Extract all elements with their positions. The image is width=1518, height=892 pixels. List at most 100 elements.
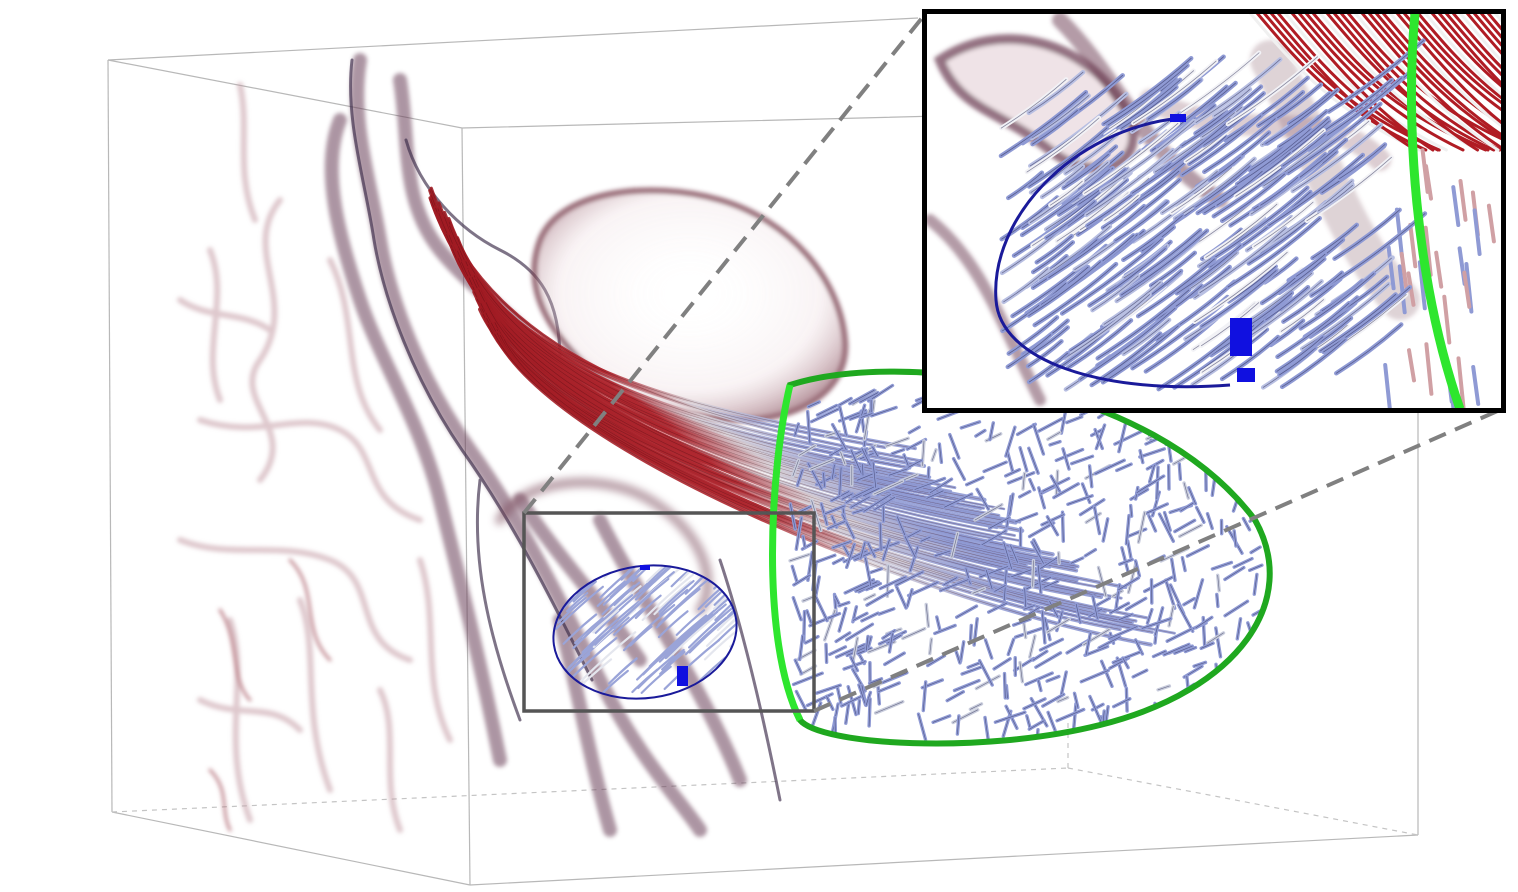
blue-streamlet-outline — [814, 593, 828, 621]
blue-streamlet-outline — [1139, 448, 1165, 458]
blue-streamlet-outline — [1049, 441, 1061, 446]
blue-streamlet-outline — [1156, 466, 1159, 500]
blue-streamlet-outline — [965, 568, 971, 585]
blue-streamlet-outline — [1042, 694, 1064, 707]
seed-marker — [640, 565, 650, 570]
inset-blue-streamlet-outline — [1306, 156, 1392, 222]
blue-streamlet-outline — [1200, 642, 1214, 649]
blue-streamlet-outline — [931, 449, 937, 461]
blue-streamlet-outline — [1085, 632, 1091, 656]
blue-streamlet-outline — [1089, 696, 1103, 725]
inset-blue-streamlet-outline — [1132, 60, 1217, 124]
blue-streamlet-outline — [868, 698, 871, 727]
blue-streamlet-outline — [972, 588, 985, 594]
inset-streamlet — [1386, 245, 1396, 291]
inset-blue-streamlet-outline — [1008, 317, 1058, 354]
blue-streamlet — [1245, 425, 1262, 455]
inset-blue-streamlet-outline — [1276, 336, 1324, 372]
blue-streamlet — [1243, 687, 1261, 697]
blue-streamlet — [1196, 432, 1209, 441]
inset-blue-streamlet-outline — [1121, 230, 1208, 296]
blue-streamlet-outline — [865, 636, 869, 651]
blue-streamlet-outline — [1003, 542, 1013, 570]
blue-streamlet-outline — [988, 602, 1008, 613]
blue-streamlet-outline — [1022, 472, 1025, 490]
blue-streamlet-outline — [1056, 709, 1084, 722]
blue-streamlet-outline — [866, 583, 881, 590]
inset-blue-streamlet-outline — [1064, 294, 1150, 359]
blue-streamlet-outline — [1147, 609, 1153, 624]
inset-blue-streamlet-outline — [1188, 136, 1227, 165]
blue-streamlet-outline — [1093, 597, 1110, 608]
inset-blue-streamlet-outline — [1102, 325, 1179, 383]
blue-streamlet-outline — [914, 478, 945, 490]
blue-streamlet-outline — [993, 658, 1011, 670]
small-streamlet — [574, 617, 604, 645]
blue-streamlet-outline — [1028, 607, 1040, 615]
blue-streamline-bundle — [788, 383, 1270, 744]
small-streamlet — [613, 581, 641, 607]
blue-streamlet-outline — [1153, 650, 1166, 657]
blue-streamlet-outline — [888, 468, 908, 476]
small-streamlet — [572, 580, 597, 603]
blue-streamlet-outline — [846, 646, 869, 656]
blue-streamlet-outline — [1096, 424, 1105, 449]
blue-streamlet-outline — [817, 405, 837, 416]
blue-streamlet-outline — [1182, 415, 1191, 442]
blue-streamlet-outline — [806, 610, 812, 624]
blue-streamlet-outline — [860, 542, 866, 559]
blue-streamlet-outline — [1212, 562, 1232, 570]
blue-streamlet-outline — [1024, 588, 1027, 610]
inset-blue-streamlet-outline — [1116, 79, 1181, 128]
blue-streamlet-outline — [1180, 502, 1194, 512]
blue-streamlet-outline — [1174, 725, 1181, 744]
inset-blue-streamlet-outline — [1195, 166, 1251, 208]
blue-streamlet-outline — [944, 493, 972, 508]
inset-red-streamline — [1444, 13, 1502, 78]
inset-blue-streamlet-outline — [1320, 294, 1397, 352]
blue-streamlet-outline — [1008, 472, 1034, 484]
blue-streamlet-outline — [1118, 577, 1139, 591]
blue-streamlet — [1220, 708, 1235, 718]
inset-blue-streamlet-outline — [1199, 228, 1286, 294]
small-streamlet — [658, 588, 689, 616]
blue-streamlet-outline — [1049, 601, 1058, 618]
blue-streamlet-outline — [793, 575, 810, 586]
inset-blue-streamlet-outline — [1253, 201, 1314, 247]
blue-streamlet-outline — [974, 504, 1003, 521]
blue-streamlet — [1161, 414, 1167, 429]
blue-streamlet-outline — [1038, 418, 1063, 432]
blue-streamlet-outline — [1033, 539, 1041, 553]
inset-blue-streamlet-outline — [1067, 320, 1132, 368]
inset-blue-streamlet-outline — [1195, 58, 1281, 123]
blue-streamlet-outline — [1007, 638, 1014, 655]
blue-streamlet — [1255, 408, 1261, 440]
blue-streamlet-outline — [1101, 660, 1113, 687]
zoom-inset — [922, 9, 1506, 413]
blue-streamlet-outline — [1118, 421, 1127, 452]
blue-streamlet-outline — [857, 700, 860, 714]
inset-blue-streamlet-outline — [1100, 120, 1195, 191]
blue-streamlet-outline — [1166, 628, 1192, 642]
red-streamline — [502, 338, 1176, 635]
blue-streamlet-outline — [1196, 507, 1205, 523]
blue-streamlet — [1229, 665, 1242, 696]
inset-streamlet — [1424, 164, 1433, 201]
blue-streamlet-outline — [1168, 605, 1174, 627]
blue-streamlet-outline — [1237, 618, 1241, 640]
blue-streamlet-outline — [875, 701, 904, 714]
blue-streamlet-outline — [857, 647, 872, 655]
blue-streamlet — [790, 721, 801, 744]
blue-streamlet-outline — [1184, 706, 1203, 716]
inset-blue-streamlet-outline — [1107, 65, 1188, 126]
small-streamlet — [664, 610, 719, 660]
blue-streamlet-outline — [1113, 698, 1131, 707]
blue-streamlet-outline — [1004, 673, 1006, 699]
blue-streamlet-outline — [840, 451, 846, 465]
blue-streamlet-outline — [1215, 627, 1221, 658]
blue-streamlet-outline — [1028, 447, 1039, 474]
inset-blue-streamlet-outline — [1048, 205, 1145, 279]
inset-red-streamline — [1472, 13, 1502, 48]
blue-streamlet-outline — [967, 662, 979, 668]
blue-streamlet — [1230, 696, 1237, 717]
